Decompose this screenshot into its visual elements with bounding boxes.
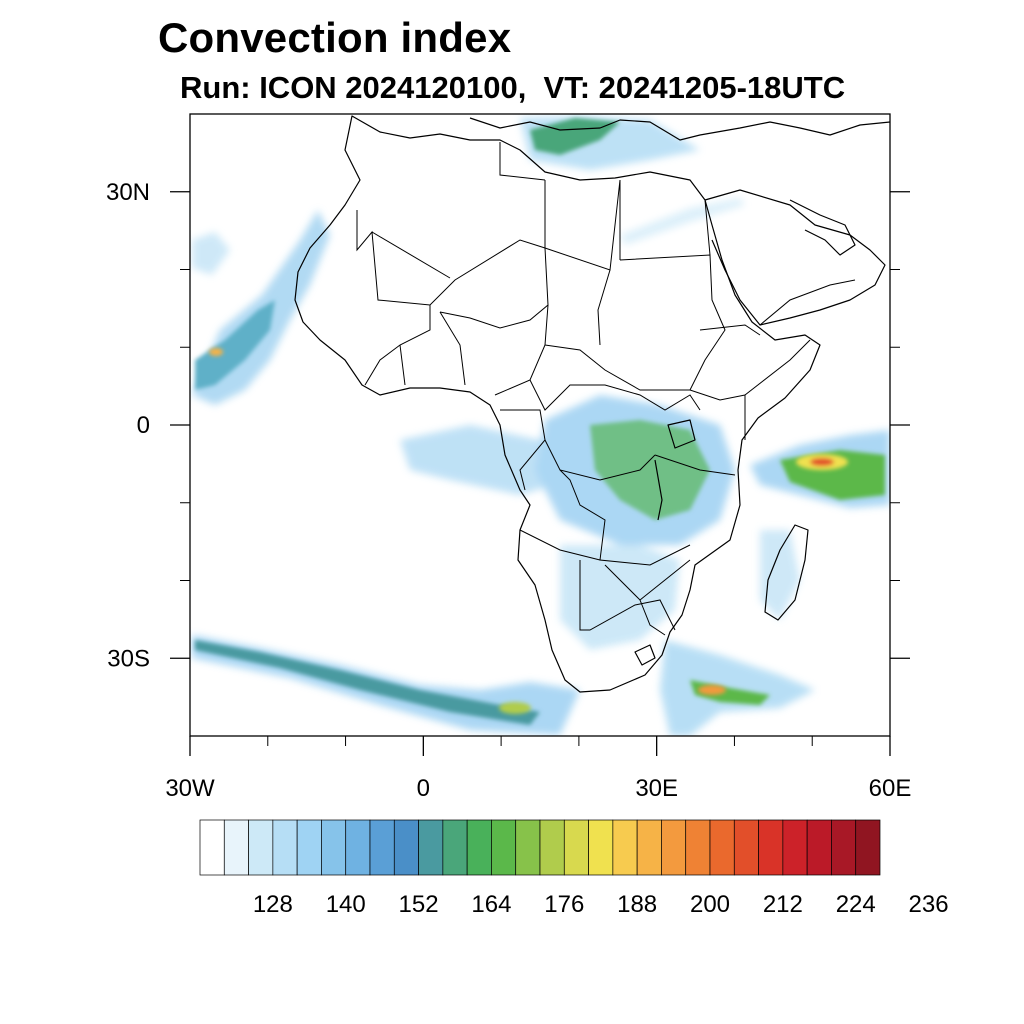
colorbar-box: [345, 819, 371, 876]
colorbar-box: [733, 819, 759, 876]
colorbar-box: [661, 819, 687, 876]
colorbar-box: [709, 819, 735, 876]
europe-coast: [469, 117, 890, 141]
colorbar-box: [296, 819, 322, 876]
colorbar-label: 176: [544, 891, 584, 918]
madagascar: [764, 524, 809, 621]
field-southern-africa: [560, 545, 680, 650]
arabia-coast: [704, 189, 886, 326]
colorbar-box: [806, 819, 832, 876]
colorbar-box: [539, 819, 565, 876]
colorbar-label: 164: [471, 891, 511, 918]
lon-tick-label: 30E: [635, 775, 678, 802]
colorbar-box: [831, 819, 857, 876]
core-central-africa: [590, 420, 710, 520]
hotspot-south-indian: [698, 685, 726, 695]
colorbar-box: [782, 819, 808, 876]
field-sahara-streak: [620, 198, 745, 245]
coastlines: [294, 115, 890, 693]
gulf-coast: [789, 199, 856, 256]
colorbar-box: [393, 819, 419, 876]
colorbar-box: [491, 819, 517, 876]
hotspot-south-atlantic: [499, 702, 531, 714]
core-atlantic-west: [195, 300, 275, 390]
colorbar-label: 200: [690, 891, 730, 918]
lon-tick-label: 30W: [165, 775, 215, 802]
colorbar-box: [612, 819, 638, 876]
colorbar-box: [636, 819, 662, 876]
lat-tick-label: 30S: [107, 645, 150, 672]
colorbar-label: 140: [326, 891, 366, 918]
colorbar-box: [588, 819, 614, 876]
colorbar-box: [369, 819, 395, 876]
colorbar-box: [515, 819, 541, 876]
colorbar-label: 188: [617, 891, 657, 918]
lesotho: [634, 644, 656, 666]
field-gulf-guinea: [400, 425, 570, 495]
colorbar-box: [321, 819, 347, 876]
colorbar-box: [442, 819, 468, 876]
colorbar-label: 152: [399, 891, 439, 918]
field-south-indian: [660, 640, 815, 736]
hotspot-indian-ocean-core: [810, 458, 834, 466]
colorbar-box: [418, 819, 444, 876]
field-madagascar: [760, 530, 800, 620]
colorbar-label: 224: [836, 891, 876, 918]
colorbar-box: [685, 819, 711, 876]
chart-title: Convection index: [158, 14, 512, 61]
core-mediterranean: [530, 118, 620, 155]
colorbar-box: [563, 819, 589, 876]
africa-coastline: [294, 115, 821, 693]
colorbar-box: [223, 819, 249, 876]
map-frame: 30W 0 30E 60E 30N 0 30S: [106, 113, 912, 802]
colorbar-box: [758, 819, 784, 876]
colorbar-label: 236: [909, 891, 949, 918]
colorbar-box: [466, 819, 492, 876]
convection-field: [192, 116, 890, 736]
colorbar-box: [199, 819, 225, 876]
colorbar-label: 212: [763, 891, 803, 918]
colorbar: 128 140 152 164 176 188 200 212 224 236: [199, 819, 949, 918]
hotspot-atlantic-west: [209, 348, 223, 356]
chart-subtitle: Run: ICON 2024120100, VT: 20241205-18UTC: [180, 70, 846, 105]
lake-tanganyika: [654, 459, 663, 521]
field-north-atlantic: [192, 232, 230, 275]
country-borders: [356, 142, 856, 636]
colorbar-box: [272, 819, 298, 876]
lat-tick-label: 30N: [106, 179, 150, 206]
core-south-atlantic: [195, 640, 540, 725]
colorbar-box: [855, 819, 881, 876]
lake-victoria: [667, 419, 696, 449]
colorbar-label: 128: [253, 891, 293, 918]
colorbar-box: [248, 819, 274, 876]
lon-tick-label: 0: [417, 775, 430, 802]
lon-tick-label: 60E: [869, 775, 912, 802]
lat-tick-label: 0: [137, 412, 150, 439]
